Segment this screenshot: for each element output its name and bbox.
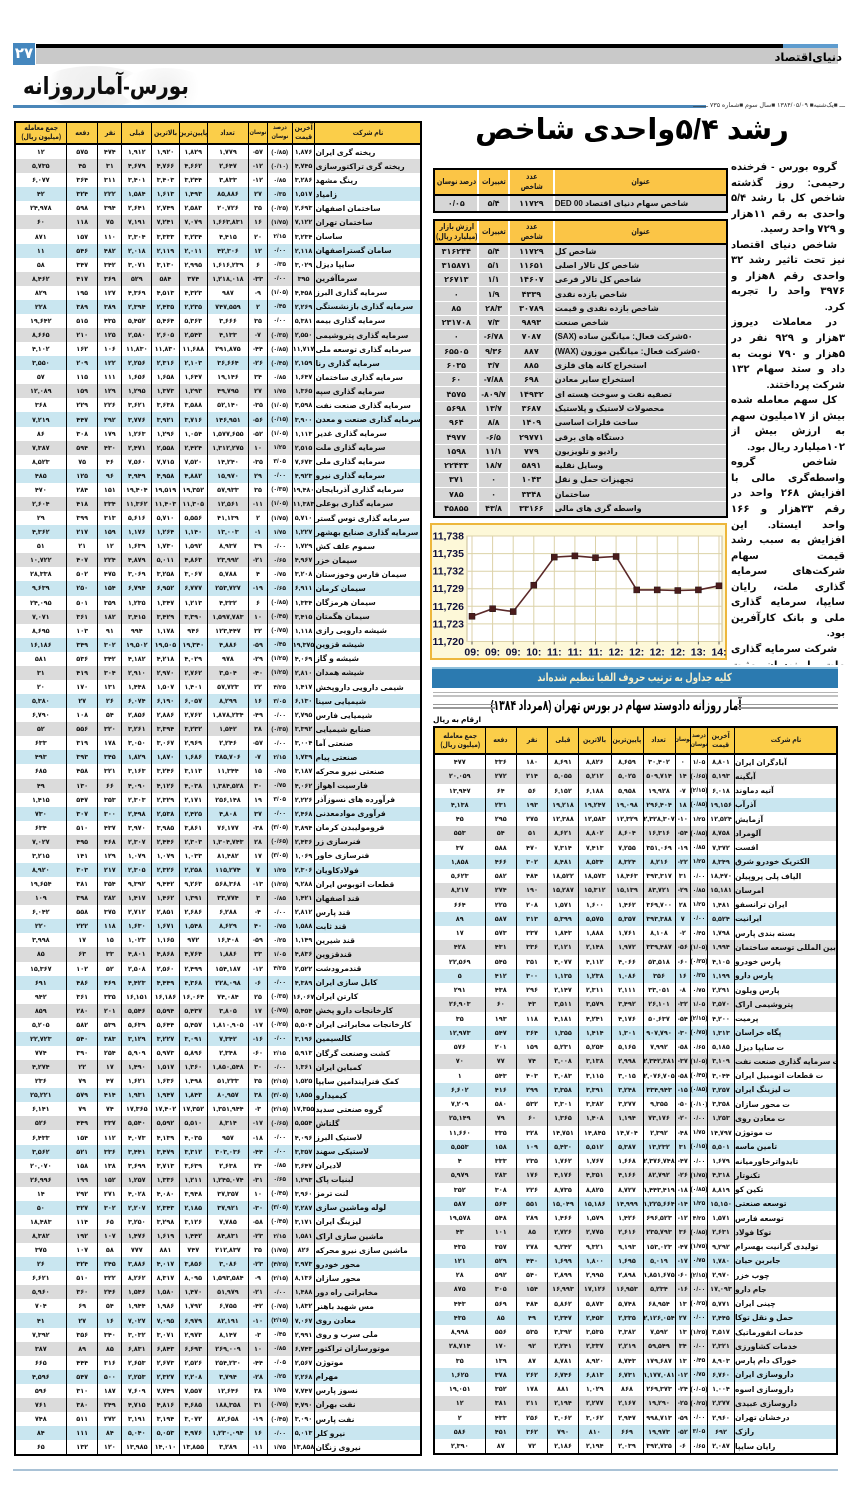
- svg-text:11,723: 11,723: [432, 618, 464, 630]
- svg-text:14:: 14:: [711, 647, 726, 659]
- svg-text:09:: 09:: [464, 647, 479, 659]
- svg-text:13:: 13:: [691, 647, 706, 659]
- svg-text:11:: 11:: [547, 647, 562, 659]
- svg-text:12:: 12:: [650, 647, 665, 659]
- svg-text:09:: 09:: [506, 647, 521, 659]
- svg-text:11,738: 11,738: [432, 531, 464, 543]
- svg-text:12:: 12:: [629, 647, 644, 659]
- svg-text:09:: 09:: [485, 647, 500, 659]
- svg-text:11,732: 11,732: [432, 566, 464, 578]
- svg-text:12:: 12:: [609, 647, 624, 659]
- svg-text:11,726: 11,726: [432, 601, 464, 613]
- svg-text:10:: 10:: [526, 647, 541, 659]
- svg-text:11,735: 11,735: [432, 548, 464, 560]
- svg-text:11,720: 11,720: [432, 636, 464, 648]
- svg-text:11,729: 11,729: [432, 583, 464, 595]
- svg-text:12:: 12:: [670, 647, 685, 659]
- svg-text:11:: 11:: [588, 647, 603, 659]
- svg-text:11:: 11:: [568, 647, 583, 659]
